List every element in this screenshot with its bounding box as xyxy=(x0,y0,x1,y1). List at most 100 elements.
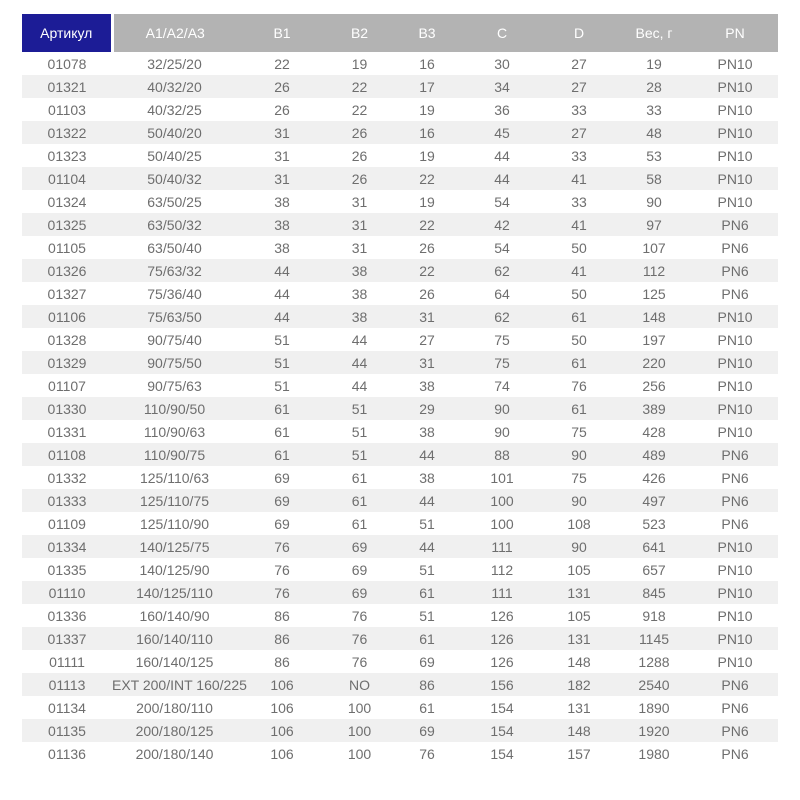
cell-d: 61 xyxy=(571,308,587,325)
cell-a1-a2-a3: 90/75/40 xyxy=(147,331,202,348)
table-row: 01104 50/40/32 31 26 22 44 41 58 PN10 xyxy=(22,167,778,190)
cell-d: 33 xyxy=(571,101,587,118)
cell-a1-a2-a3: 40/32/20 xyxy=(147,78,202,95)
cell-pn: PN6 xyxy=(721,676,749,693)
table-row: 01333 125/110/75 69 61 44 100 90 497 PN6 xyxy=(22,489,778,512)
cell-c: 45 xyxy=(494,124,510,141)
cell-c: 101 xyxy=(490,469,514,486)
cell-article: 01328 xyxy=(47,331,87,348)
cell-pn: PN10 xyxy=(717,377,753,394)
cell-d: 41 xyxy=(571,170,587,187)
cell-d: 33 xyxy=(571,147,587,164)
cell-b2: 51 xyxy=(351,400,368,417)
cell-weight-g: 48 xyxy=(646,124,662,141)
cell-a1-a2-a3: 160/140/125 xyxy=(135,653,214,670)
cell-weight-g: 107 xyxy=(642,239,666,256)
cell-b2: 44 xyxy=(351,354,368,371)
cell-article: 01110 xyxy=(48,584,86,601)
cell-d: 27 xyxy=(571,55,587,72)
cell-d: 61 xyxy=(571,400,587,417)
cell-pn: PN10 xyxy=(717,78,753,95)
cell-b1: 38 xyxy=(274,216,290,233)
cell-a1-a2-a3: 75/63/32 xyxy=(147,262,202,279)
cell-a1-a2-a3: 75/63/50 xyxy=(147,308,202,325)
cell-d: 75 xyxy=(571,423,587,440)
cell-weight-g: 426 xyxy=(642,469,666,486)
cell-b2: 76 xyxy=(351,607,368,624)
cell-d: 131 xyxy=(567,584,591,601)
cell-a1-a2-a3: 32/25/20 xyxy=(147,55,202,72)
cell-d: 27 xyxy=(571,124,587,141)
cell-b1: 44 xyxy=(274,262,290,279)
table-row: 01327 75/36/40 44 38 26 64 50 125 PN6 xyxy=(22,282,778,305)
cell-a1-a2-a3: 125/110/90 xyxy=(139,515,210,532)
table-row: 01111 160/140/125 86 76 69 126 148 1288 PN10 xyxy=(22,650,778,673)
cell-weight-g: 197 xyxy=(642,331,666,348)
cell-d: 182 xyxy=(567,676,591,693)
column-header-c: С xyxy=(462,14,542,52)
cell-c: 74 xyxy=(494,377,510,394)
cell-article: 01322 xyxy=(47,124,87,141)
cell-b2: 76 xyxy=(351,630,368,647)
cell-article: 01104 xyxy=(48,170,86,187)
cell-d: 50 xyxy=(571,285,587,302)
cell-weight-g: 657 xyxy=(642,561,666,578)
cell-weight-g: 112 xyxy=(642,262,666,279)
cell-b2: 38 xyxy=(351,308,368,325)
cell-b3: 44 xyxy=(419,538,435,555)
cell-b1: 61 xyxy=(274,400,290,417)
cell-b2: 44 xyxy=(351,331,368,348)
cell-b3: 31 xyxy=(419,354,435,371)
cell-b2: 38 xyxy=(351,285,368,302)
cell-a1-a2-a3: 125/110/75 xyxy=(139,492,210,509)
cell-d: 50 xyxy=(571,239,587,256)
cell-pn: PN10 xyxy=(717,193,753,210)
cell-c: 44 xyxy=(494,170,510,187)
column-header-b2: В2 xyxy=(327,14,392,52)
column-header-pn: PN xyxy=(692,14,778,52)
cell-b2: 61 xyxy=(351,492,368,509)
cell-b1: 31 xyxy=(274,124,290,141)
cell-weight-g: 389 xyxy=(642,400,666,417)
cell-c: 62 xyxy=(494,262,510,279)
cell-a1-a2-a3: 200/180/140 xyxy=(135,745,214,762)
cell-pn: PN10 xyxy=(717,653,753,670)
cell-article: 01325 xyxy=(47,216,87,233)
cell-b3: 51 xyxy=(419,515,435,532)
cell-weight-g: 1980 xyxy=(638,745,670,762)
cell-c: 126 xyxy=(490,630,514,647)
cell-a1-a2-a3: 160/140/90 xyxy=(139,607,210,624)
cell-weight-g: 523 xyxy=(642,515,666,532)
cell-pn: PN10 xyxy=(717,55,753,72)
cell-b1: 76 xyxy=(274,561,290,578)
cell-weight-g: 1288 xyxy=(638,653,670,670)
cell-b3: 61 xyxy=(419,584,435,601)
table-body: 01078 32/25/20 22 19 16 30 27 19 PN10 01321 40/32/… xyxy=(22,52,778,765)
column-header-weight-g: Вес, г xyxy=(616,14,692,52)
cell-article: 01335 xyxy=(47,561,87,578)
cell-weight-g: 497 xyxy=(642,492,666,509)
table-row: 01109 125/110/90 69 61 51 100 108 523 PN6 xyxy=(22,512,778,535)
cell-d: 27 xyxy=(571,78,587,95)
cell-c: 111 xyxy=(491,584,513,601)
cell-b2: 19 xyxy=(351,55,368,72)
cell-c: 42 xyxy=(494,216,510,233)
cell-weight-g: 1145 xyxy=(638,630,670,647)
cell-pn: PN10 xyxy=(717,147,753,164)
table-row: 01323 50/40/25 31 26 19 44 33 53 PN10 xyxy=(22,144,778,167)
cell-article: 01336 xyxy=(47,607,87,624)
cell-a1-a2-a3: 90/75/50 xyxy=(147,354,202,371)
cell-a1-a2-a3: 140/125/75 xyxy=(139,538,210,555)
cell-b3: 26 xyxy=(419,285,435,302)
cell-b3: 51 xyxy=(419,607,435,624)
cell-b3: 44 xyxy=(419,492,435,509)
cell-article: 01330 xyxy=(47,400,87,417)
cell-pn: PN10 xyxy=(717,101,753,118)
cell-a1-a2-a3: 63/50/40 xyxy=(147,239,202,256)
cell-b1: 106 xyxy=(270,699,294,716)
cell-weight-g: 148 xyxy=(642,308,666,325)
cell-c: 88 xyxy=(494,446,510,463)
cell-a1-a2-a3: EXT 200/INT 160/225 xyxy=(112,676,247,693)
table-row: 01105 63/50/40 38 31 26 54 50 107 PN6 xyxy=(22,236,778,259)
